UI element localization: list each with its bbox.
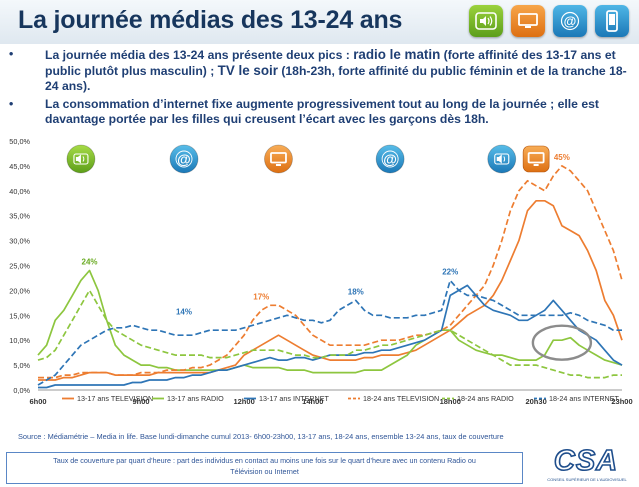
- peak-label: 17%: [253, 292, 269, 301]
- peak-label: 14%: [176, 307, 192, 316]
- at-glyph: @: [383, 151, 397, 167]
- svg-text:@: @: [564, 14, 577, 29]
- tv-icon: [522, 145, 550, 173]
- series-line-1: [37, 269, 623, 374]
- y-tick-label: 25,0%: [9, 262, 30, 271]
- y-tick-label: 40,0%: [9, 187, 30, 196]
- speaker-icon: [487, 144, 517, 174]
- at-icon: @: [169, 144, 199, 174]
- page-title: La journée médias des 13-24 ans: [18, 6, 403, 34]
- x-tick-label: 18h00: [440, 397, 461, 406]
- at-icon: @: [375, 144, 405, 174]
- at-glyph: @: [177, 151, 191, 167]
- csa-logo-mark: CSA: [554, 445, 618, 477]
- legend-label: 13-17 ans INTERNET: [259, 394, 330, 403]
- series-line-5: [37, 279, 622, 386]
- chart-series: [37, 165, 623, 389]
- x-tick-label: 12h00: [233, 397, 254, 406]
- bullet-1: • La journée média des 13-24 ans présent…: [9, 47, 633, 94]
- at-ring: [381, 150, 399, 168]
- chart-axes: 0,0% 5,0% 10,0% 15,0% 20,0% 25,0% 30,0% 35,0% 40…: [9, 137, 632, 406]
- bullet-1-mid: (forte affinité des 13-17 ans et public …: [45, 48, 616, 78]
- x-tick-label: 6h00: [29, 397, 46, 406]
- csa-logo: CSA CONSEIL SUPÉRIEUR DE L’AUDIOVISUEL: [547, 444, 627, 482]
- speaker-icon: [66, 144, 96, 174]
- y-tick-label: 5,0%: [13, 361, 30, 370]
- bullet-1-radio: radio le matin: [353, 47, 441, 62]
- tv-icon: [264, 144, 293, 174]
- bullet-2-text: La consommation d’internet fixe augmente…: [45, 97, 599, 126]
- chart-icons: @ @: [66, 144, 550, 174]
- media-icons: @: [469, 5, 629, 37]
- icon-bg: [169, 144, 199, 174]
- y-tick-label: 0,0%: [13, 386, 30, 395]
- coverage-chart: 0,0% 5,0% 10,0% 15,0% 20,0% 25,0% 30,0% 35,0% 40…: [9, 137, 632, 406]
- csa-logo-subtitle: CONSEIL SUPÉRIEUR DE L’AUDIOVISUEL: [547, 477, 627, 482]
- y-tick-label: 20,0%: [9, 286, 30, 295]
- tv-stand: [275, 164, 281, 166]
- definition-line-1: Taux de couverture par quart d’heure : p…: [53, 456, 476, 465]
- tv-stand: [533, 164, 539, 166]
- speaker-icon: [469, 5, 503, 37]
- tv-icon: [511, 5, 545, 37]
- bullet-2: • La consommation d’internet fixe augmen…: [9, 97, 633, 127]
- speaker-shape: [75, 154, 81, 164]
- y-tick-label: 10,0%: [9, 336, 30, 345]
- speaker-frame: [73, 153, 89, 165]
- source-note: Source : Médiamétrie – Media in life. Ba…: [18, 432, 504, 441]
- y-tick-label: 30,0%: [9, 237, 30, 246]
- y-tick-label: 45,0%: [9, 162, 30, 171]
- y-tick-label: 15,0%: [9, 311, 30, 320]
- at-ring: [175, 150, 193, 168]
- legend-label: 18-24 ans TELEVISION: [363, 394, 439, 403]
- at-icon: @: [553, 5, 587, 37]
- tv-screen: [270, 152, 287, 164]
- peak-label: 22%: [442, 267, 458, 276]
- speaker-wave: [503, 156, 506, 162]
- highlight-ellipse: [531, 324, 593, 361]
- phone-icon: [595, 5, 629, 37]
- legend-label: 13-17 ans TELEVISION: [77, 394, 153, 403]
- legend-label: 13-17 ans RADIO: [167, 394, 224, 403]
- chart-legend: 13-17 ans TELEVISION 13-17 ans RADIO 13-17…: [62, 394, 620, 403]
- series-line-4: [37, 289, 622, 379]
- peak-label: 45%: [554, 153, 570, 162]
- tv-icon-bg: [522, 145, 550, 173]
- y-tick-label: 35,0%: [9, 212, 30, 221]
- legend-label: 18-24 ans INTERNET: [549, 394, 620, 403]
- series-line-0: [38, 199, 623, 381]
- bullet-1-tv: TV le soir: [217, 63, 278, 78]
- series-line-3: [38, 165, 623, 379]
- title-bar: La journée médias des 13-24 ans @: [0, 0, 639, 44]
- bullet-marker: •: [9, 97, 14, 111]
- definition-box: Taux de couverture par quart d’heure : p…: [6, 452, 523, 484]
- speaker-shape: [496, 154, 502, 164]
- bullet-marker: •: [9, 47, 14, 61]
- chart-annotations: 24% 14% 17% 18% 22% 45%: [82, 153, 570, 316]
- bullet-1-pre: La journée média des 13-24 ans présente …: [45, 48, 354, 62]
- definition-line-2: Télévision ou Internet: [230, 467, 299, 476]
- x-tick-label: 23h00: [611, 397, 632, 406]
- series-line-2: [38, 284, 623, 389]
- speaker-wave: [82, 156, 85, 162]
- bullet-1-post: (18h-23h, forte affinité du public fémin…: [45, 64, 627, 93]
- peak-label: 24%: [82, 257, 98, 266]
- speaker-frame: [494, 153, 510, 165]
- x-tick-label: 20h30: [525, 397, 546, 406]
- tv-screen: [527, 152, 545, 164]
- peak-label: 18%: [348, 287, 364, 296]
- legend-label: 18-24 ans RADIO: [457, 394, 514, 403]
- x-tick-label: 14h00: [302, 397, 323, 406]
- y-tick-label: 50,0%: [9, 137, 30, 146]
- icon-bg: [375, 144, 405, 174]
- x-tick-label: 9h00: [133, 397, 150, 406]
- icon-bg: [264, 144, 293, 174]
